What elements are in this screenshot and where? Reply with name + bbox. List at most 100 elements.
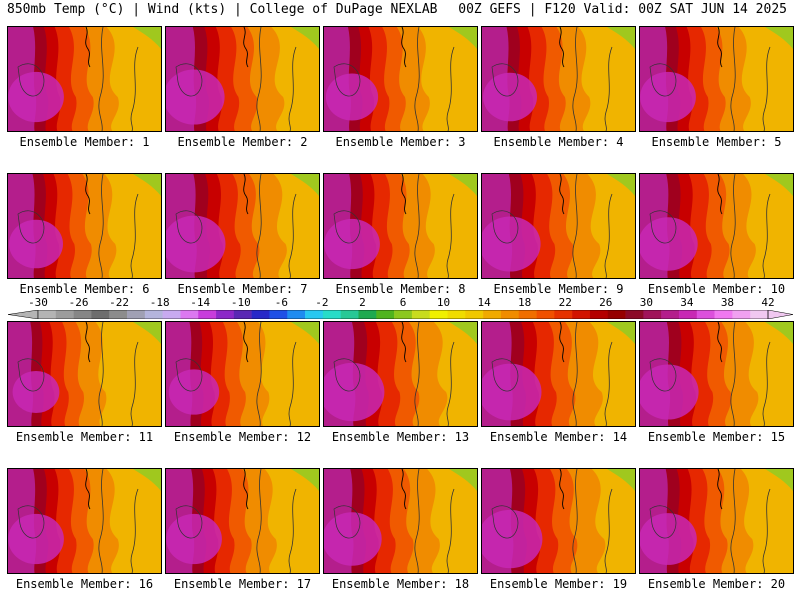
ensemble-member-map (7, 321, 162, 427)
colorbar-segment (536, 310, 555, 319)
ensemble-member-label: Ensemble Member: 13 (331, 430, 470, 444)
ensemble-member-label: Ensemble Member: 11 (15, 430, 154, 444)
ensemble-member-label: Ensemble Member: 14 (489, 430, 628, 444)
colorbar-segment (358, 310, 377, 319)
colorbar-segment (607, 310, 626, 319)
temperature-field (166, 469, 319, 573)
colorbar-segment (465, 310, 484, 319)
ensemble-member-map (7, 26, 162, 132)
colorbar-segment (38, 310, 57, 319)
ensemble-member-label: Ensemble Member: 9 (493, 282, 624, 296)
ensemble-member-label: Ensemble Member: 16 (15, 577, 154, 591)
colorbar-segment (678, 310, 698, 319)
temperature-field (640, 174, 793, 278)
temperature-field (640, 322, 793, 426)
temperature-field (640, 27, 793, 131)
temperature-field (166, 174, 319, 278)
colorbar-tick: -22 (109, 296, 130, 309)
ensemble-member-map (323, 468, 478, 574)
ensemble-member-map (165, 26, 320, 132)
colorbar-segment (305, 310, 324, 319)
ensemble-member-label: Ensemble Member: 1 (19, 135, 150, 149)
colorbar-tick: -30 (28, 296, 48, 309)
colorbar-segment (447, 310, 466, 319)
temperature-field (324, 174, 477, 278)
colorbar-segment (251, 310, 270, 319)
ensemble-member-label: Ensemble Member: 4 (493, 135, 624, 149)
colorbar-segment (376, 310, 395, 319)
colorbar-tick: 18 (518, 296, 532, 309)
colorbar-segment (287, 310, 306, 319)
ensemble-member-map (481, 468, 636, 574)
ensemble-member-map (639, 468, 794, 574)
colorbar-segment (73, 310, 92, 319)
ensemble-member-map (7, 468, 162, 574)
colorbar-segment (180, 310, 199, 319)
ensemble-member-map (323, 26, 478, 132)
colorbar-segment (696, 310, 715, 319)
ensemble-member-label: Ensemble Member: 2 (177, 135, 308, 149)
temperature-field (482, 469, 635, 573)
temperature-field (8, 27, 161, 131)
colorbar-segment (500, 310, 520, 319)
ensemble-member-label: Ensemble Member: 20 (647, 577, 786, 591)
colorbar-segment (732, 310, 751, 319)
temperature-field (8, 469, 161, 573)
colorbar-segment (714, 310, 733, 319)
colorbar-tick: 42 (761, 296, 775, 309)
ensemble-member-map (7, 173, 162, 279)
colorbar-segment (643, 310, 662, 319)
colorbar-tick: 10 (436, 296, 451, 309)
ensemble-member-map (481, 321, 636, 427)
colorbar-segment (109, 310, 128, 319)
colorbar-segment (127, 310, 146, 319)
colorbar-segment (411, 310, 431, 319)
colorbar-tick: -26 (68, 296, 89, 309)
colorbar-segment (518, 310, 537, 319)
colorbar-tick: -10 (230, 296, 251, 309)
temperature-field (640, 469, 793, 573)
colorbar-segment (55, 310, 74, 319)
run-valid-time: 00Z GEFS | F120 Valid: 00Z SAT JUN 14 20… (458, 2, 787, 17)
colorbar-segment (572, 310, 591, 319)
colorbar-tick: 6 (399, 296, 407, 309)
temperature-colorbar (8, 310, 793, 319)
temperature-field (482, 27, 635, 131)
ensemble-member-label: Ensemble Member: 5 (651, 135, 782, 149)
ensemble-member-map (323, 173, 478, 279)
colorbar-segment (233, 310, 252, 319)
ensemble-member-map (165, 321, 320, 427)
temperature-field (8, 322, 161, 426)
colorbar-segment (554, 310, 573, 319)
temperature-field (324, 322, 477, 426)
colorbar-segment (162, 310, 181, 319)
ensemble-member-map (481, 173, 636, 279)
ensemble-member-map (165, 468, 320, 574)
ensemble-member-label: Ensemble Member: 8 (335, 282, 466, 296)
ensemble-member-label: Ensemble Member: 7 (177, 282, 308, 296)
ensemble-member-map (323, 321, 478, 427)
colorbar-segment (340, 310, 359, 319)
colorbar-segment (144, 310, 163, 319)
temperature-field (166, 27, 319, 131)
colorbar-segment (483, 310, 502, 319)
colorbar-segment (429, 310, 448, 319)
colorbar-tick: -6 (274, 296, 288, 309)
ensemble-member-label: Ensemble Member: 15 (647, 430, 786, 444)
colorbar-segment (91, 310, 110, 319)
temperature-field (482, 322, 635, 426)
ensemble-member-label: Ensemble Member: 17 (173, 577, 312, 591)
colorbar-segment (589, 310, 609, 319)
colorbar-tick: -14 (190, 296, 211, 309)
temperature-field (482, 174, 635, 278)
temperature-field (324, 27, 477, 131)
colorbar-segment (394, 310, 413, 319)
ensemble-member-label: Ensemble Member: 3 (335, 135, 466, 149)
colorbar-tick: 30 (639, 296, 653, 309)
ensemble-member-label: Ensemble Member: 18 (331, 577, 470, 591)
ensemble-member-map (165, 173, 320, 279)
colorbar-tick: 14 (477, 296, 491, 309)
temperature-field (8, 174, 161, 278)
colorbar-segment (322, 310, 341, 319)
colorbar-tick: 38 (720, 296, 735, 309)
